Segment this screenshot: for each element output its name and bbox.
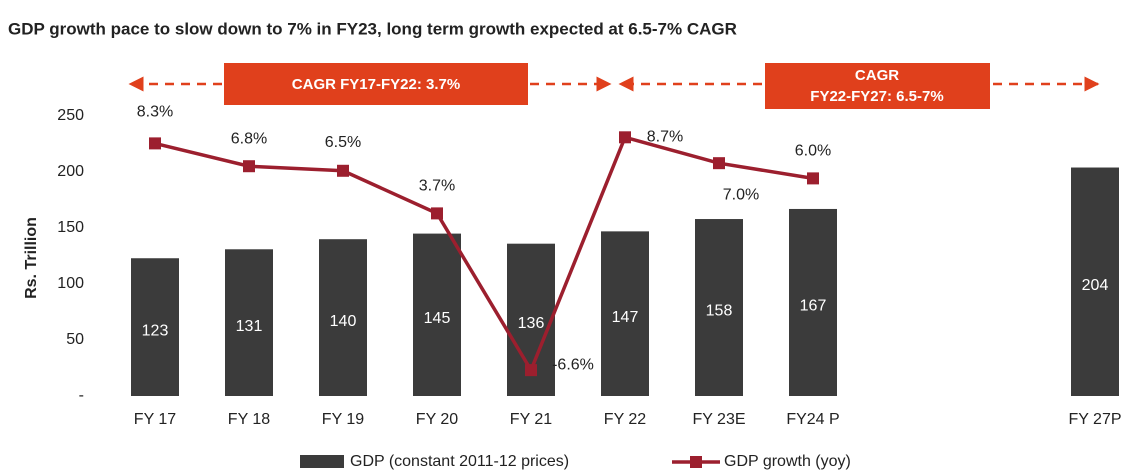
x-tick-label: FY 23E <box>692 411 745 428</box>
bar-value-label: 167 <box>800 298 827 315</box>
y-tick-label: - <box>79 387 84 404</box>
growth-marker <box>807 172 819 185</box>
y-tick-label: 100 <box>57 275 84 292</box>
y-tick-label: 200 <box>57 163 84 180</box>
legend-label: GDP growth (yoy) <box>724 453 851 470</box>
bar-value-label: 140 <box>330 313 357 330</box>
bar-value-label: 204 <box>1082 277 1109 294</box>
bar <box>413 233 461 396</box>
chart-title: GDP growth pace to slow down to 7% in FY… <box>8 19 737 38</box>
bar-value-label: 158 <box>706 303 733 320</box>
x-tick-label: FY 22 <box>604 411 647 428</box>
bar <box>695 219 743 396</box>
growth-value-label: 8.7% <box>647 129 683 146</box>
growth-marker <box>149 137 161 150</box>
growth-value-label: 8.3% <box>137 104 173 121</box>
x-tick-label: FY 20 <box>416 411 459 428</box>
y-axis-label: Rs. Trillion <box>23 217 40 299</box>
y-tick-label: 150 <box>57 219 84 236</box>
growth-marker <box>337 164 349 177</box>
x-tick-label: FY 27P <box>1068 411 1121 428</box>
bar-value-label: 145 <box>424 310 451 327</box>
growth-value-label: 6.8% <box>231 130 267 147</box>
bar <box>789 208 837 396</box>
bar-value-label: 147 <box>612 309 639 326</box>
x-tick-label: FY 17 <box>134 411 177 428</box>
growth-marker <box>243 160 255 173</box>
bar <box>225 249 273 396</box>
growth-value-label: 7.0% <box>723 186 759 203</box>
annotation-box <box>765 63 990 109</box>
x-tick-label: FY24 P <box>786 411 839 428</box>
bar-value-label: 131 <box>236 318 263 335</box>
legend-label: GDP (constant 2011-12 prices) <box>350 453 569 470</box>
growth-value-label: -6.6% <box>552 356 594 373</box>
growth-value-label: 3.7% <box>419 178 455 195</box>
y-tick-label: 50 <box>66 331 84 348</box>
annotation: CAGR FY17-FY22: 3.7% <box>292 76 460 93</box>
bar-value-label: 123 <box>142 322 169 339</box>
y-tick-label: 250 <box>57 107 84 124</box>
growth-value-label: 6.0% <box>795 143 831 160</box>
legend-swatch <box>690 456 702 468</box>
annotation: CAGR <box>855 67 899 84</box>
growth-line <box>154 135 814 375</box>
growth-marker <box>619 131 631 144</box>
annotation-box <box>224 63 528 105</box>
x-tick-label: FY 19 <box>322 411 365 428</box>
growth-marker <box>713 157 725 170</box>
growth-value-label: 6.5% <box>325 134 361 151</box>
legend-swatch <box>300 455 344 468</box>
growth-marker <box>431 207 443 220</box>
bar <box>1071 167 1119 396</box>
growth-marker <box>525 364 537 377</box>
annotation: FY22-FY27: 6.5-7% <box>810 88 943 105</box>
bar <box>131 258 179 396</box>
bar <box>319 239 367 396</box>
bar-value-label: 136 <box>518 315 545 332</box>
x-tick-label: FY 18 <box>228 411 271 428</box>
x-tick-label: FY 21 <box>510 411 553 428</box>
bar <box>601 231 649 396</box>
